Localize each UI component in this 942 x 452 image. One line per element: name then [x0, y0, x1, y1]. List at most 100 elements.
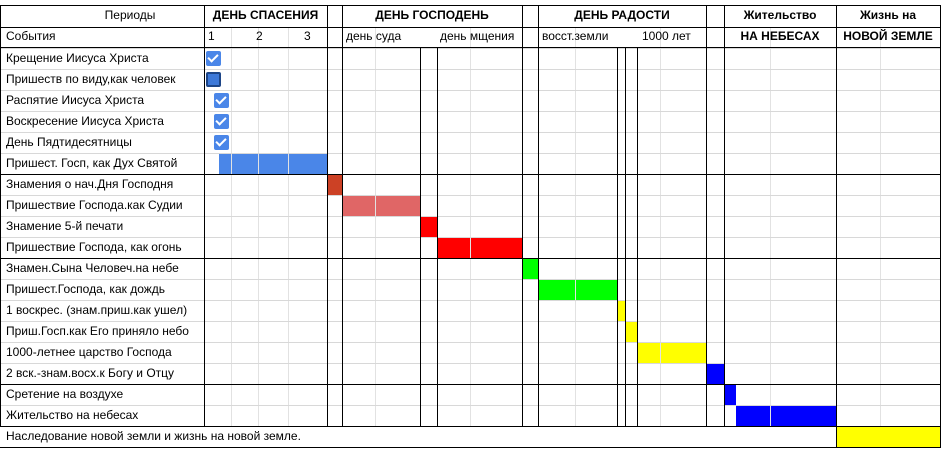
border-line — [437, 47, 438, 426]
filled-cell — [617, 300, 625, 321]
sub-header: день мщения — [440, 29, 515, 43]
filled-cell — [437, 237, 522, 258]
grid-line — [0, 132, 940, 133]
border-line — [0, 426, 941, 427]
border-line — [204, 5, 205, 426]
filled-cell — [219, 153, 327, 174]
group-subtitle: НА НЕБЕСАХ — [740, 29, 820, 43]
grid-line — [0, 153, 940, 154]
grid-line — [770, 27, 771, 426]
grid-line — [575, 27, 576, 426]
group-title: ДЕНЬ СПАСЕНИЯ — [212, 8, 319, 22]
event-label: Распятие Иисуса Христа — [6, 93, 145, 107]
grid-line — [0, 195, 940, 196]
grid-line — [0, 69, 940, 70]
border-line — [538, 5, 539, 426]
event-label: Сретение на воздухе — [6, 387, 124, 401]
grid-line — [0, 405, 940, 406]
group-title: ДЕНЬ ГОСПОДЕНЬ — [375, 8, 489, 22]
filled-cell — [736, 405, 836, 426]
border-line — [637, 47, 638, 426]
grid-line — [880, 27, 881, 426]
checkbox[interactable] — [214, 135, 229, 150]
border-line — [625, 47, 626, 426]
filled-cell — [836, 426, 940, 447]
border-line — [617, 47, 618, 426]
event-label: Пришествие Господа, как огонь — [6, 240, 182, 254]
event-label: Знамен.Сына Человеч.на небе — [6, 261, 179, 275]
border-line — [0, 27, 941, 28]
grid-line — [0, 300, 940, 301]
filled-cell — [522, 258, 538, 279]
border-line — [0, 5, 1, 426]
border-line — [836, 5, 837, 426]
grid-line — [0, 48, 940, 49]
grid-line — [0, 216, 940, 217]
grid-line — [0, 237, 940, 238]
grid-line — [0, 321, 940, 322]
grid-line — [231, 27, 232, 426]
border-line — [0, 174, 941, 175]
event-label: Пришествие Господа.как Судии — [6, 198, 183, 212]
event-label: 1 воскрес. (знам.приш.как ушел) — [6, 303, 188, 317]
border-line — [0, 47, 941, 48]
checkbox[interactable] — [214, 93, 229, 108]
border-line — [327, 5, 328, 426]
checkbox[interactable] — [214, 114, 229, 129]
filled-cell — [327, 174, 342, 195]
border-line — [940, 5, 941, 426]
group-title: ДЕНЬ РАДОСТИ — [574, 8, 670, 22]
border-line — [0, 258, 941, 259]
grid-line — [375, 27, 376, 426]
grid-line — [0, 279, 940, 280]
event-label: 1000-летнее царство Господа — [6, 345, 172, 359]
grid-line — [0, 342, 940, 343]
event-label: Знамения о нач.Дня Господня — [6, 177, 174, 191]
border-line — [724, 5, 725, 426]
sub-header: 2 — [256, 29, 263, 43]
filled-cell — [420, 216, 437, 237]
grid-line — [0, 111, 940, 112]
border-line — [0, 447, 941, 448]
event-label: Знамение 5-й печати — [6, 219, 124, 233]
sub-header: 1000 лет — [642, 29, 691, 43]
border-line — [836, 426, 837, 447]
event-label: Пришеств по виду,как человек — [6, 72, 176, 86]
event-label: Жительство на небесах — [6, 408, 139, 422]
filled-cell — [706, 363, 724, 384]
checkbox[interactable] — [206, 72, 221, 87]
sub-header: восст.земли — [542, 29, 609, 43]
sub-header: 3 — [304, 29, 311, 43]
event-label: Пришест.Господа, как дождь — [6, 282, 166, 296]
filled-cell — [724, 384, 736, 405]
event-label: Приш.Госп.как Его приняло небо — [6, 324, 189, 338]
event-label: День Пядтидесятницы — [6, 135, 132, 149]
sub-header: 1 — [208, 29, 215, 43]
border-line — [522, 5, 523, 426]
events-label: События — [6, 29, 56, 43]
event-label: Наследование новой земли и жизнь на ново… — [6, 429, 301, 443]
border-line — [0, 384, 941, 385]
checkbox[interactable] — [206, 51, 221, 66]
sub-header: день суда — [346, 29, 402, 43]
border-line — [940, 426, 941, 447]
event-label: 2 вск.-знам.восх.к Богу и Отцу — [6, 366, 175, 380]
group-title: Жительство — [743, 8, 817, 22]
event-label: Крещение Иисуса Христа — [6, 51, 149, 65]
grid-line — [0, 363, 940, 364]
border-line — [706, 5, 707, 426]
group-subtitle: НОВОЙ ЗЕМЛЕ — [843, 29, 933, 43]
event-label: Воскресение Иисуса Христа — [6, 114, 164, 128]
border-line — [342, 5, 343, 426]
filled-cell — [637, 342, 706, 363]
grid-line — [288, 27, 289, 426]
periods-label: Периоды — [104, 8, 156, 22]
grid-line — [258, 27, 259, 426]
filled-cell — [625, 321, 637, 342]
group-title: Жизнь на — [859, 8, 917, 22]
filled-cell — [342, 195, 420, 216]
event-label: Пришест. Госп, как Дух Святой — [6, 156, 178, 170]
grid-line — [0, 90, 940, 91]
filled-cell — [538, 279, 617, 300]
grid-line — [660, 27, 661, 426]
